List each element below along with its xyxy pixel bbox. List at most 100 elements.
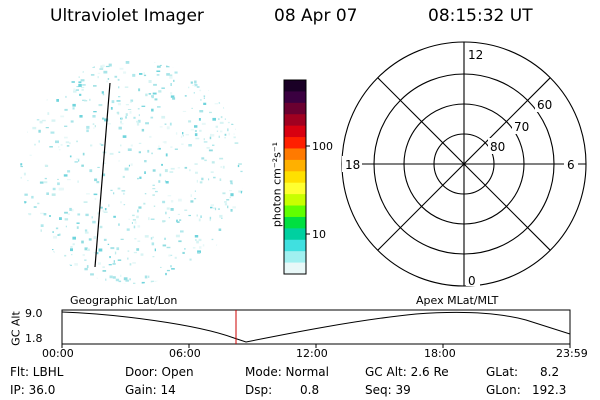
speckle — [143, 72, 145, 75]
speckle — [161, 115, 166, 119]
speckle — [52, 249, 54, 251]
uv-image-panel[interactable] — [20, 55, 250, 295]
speckle — [122, 283, 126, 284]
speckle — [36, 81, 39, 84]
mlt-label-0: 0 — [468, 274, 476, 288]
speckle — [164, 180, 166, 183]
speckle — [43, 181, 48, 184]
speckle — [153, 205, 156, 207]
speckle — [133, 251, 137, 254]
speckle — [35, 243, 40, 246]
speckle — [243, 98, 244, 101]
speckle — [137, 108, 140, 110]
speckle — [229, 196, 231, 199]
speckle — [211, 161, 215, 164]
speckle — [206, 72, 209, 75]
speckle — [141, 105, 146, 107]
speckle — [170, 92, 173, 95]
speckle — [59, 217, 62, 220]
speckle — [89, 284, 93, 286]
speckle — [180, 135, 183, 138]
speckle — [134, 221, 137, 224]
speckle — [33, 256, 35, 258]
speckle — [217, 208, 220, 210]
speckle — [224, 136, 226, 139]
speckle — [91, 216, 93, 219]
speckle — [195, 171, 198, 174]
speckle — [99, 68, 104, 70]
speckle — [74, 161, 78, 163]
speckle — [68, 264, 72, 266]
speckle — [198, 118, 201, 121]
speckle — [123, 71, 127, 74]
speckle — [222, 165, 225, 169]
speckle — [99, 143, 102, 145]
speckle — [66, 145, 70, 147]
speckle — [208, 73, 211, 76]
speckle — [100, 206, 103, 209]
speckle — [233, 136, 236, 139]
speckle — [210, 204, 214, 207]
orbit-track-line — [94, 82, 111, 268]
lat-label-70: 70 — [514, 120, 529, 134]
speckle — [222, 192, 226, 195]
speckle — [52, 187, 56, 191]
speckle — [139, 58, 140, 60]
speckle — [169, 76, 173, 79]
speckle — [124, 86, 129, 88]
speckle — [30, 237, 32, 240]
speckle — [203, 138, 205, 141]
speckle — [41, 278, 46, 282]
speckle — [194, 235, 199, 238]
speckle — [198, 238, 202, 242]
speckle — [137, 119, 141, 123]
speckle — [136, 248, 140, 251]
speckle — [221, 241, 225, 244]
speckle — [164, 141, 167, 144]
speckle — [36, 256, 40, 260]
speckle — [58, 60, 60, 63]
speckle — [36, 119, 40, 121]
speckle — [105, 278, 107, 281]
speckle — [165, 211, 167, 215]
speckle — [234, 142, 239, 144]
speckle — [22, 279, 25, 282]
colorbar-tick-10: 10 — [312, 228, 326, 241]
speckle — [137, 177, 139, 180]
speckle — [103, 238, 107, 241]
speckle — [21, 60, 23, 61]
speckle — [23, 279, 28, 281]
speckle — [90, 273, 94, 276]
speckle — [228, 73, 233, 76]
speckle — [76, 86, 80, 88]
speckle — [231, 123, 235, 125]
speckle — [108, 264, 112, 266]
speckle — [196, 86, 200, 88]
speckle — [82, 152, 85, 156]
info-gain: Gain: 14 — [125, 383, 176, 397]
speckle — [77, 281, 81, 284]
speckle — [137, 240, 141, 242]
speckle — [64, 108, 68, 111]
speckle — [223, 106, 227, 109]
speckle — [65, 287, 69, 290]
speckle — [84, 229, 88, 232]
speckle — [31, 195, 34, 199]
speckle — [67, 170, 71, 173]
speckle — [120, 274, 122, 277]
speckle — [170, 95, 175, 98]
speckle — [85, 213, 89, 217]
speckle — [170, 265, 172, 268]
speckle — [49, 146, 53, 148]
speckle — [164, 123, 167, 125]
speckle — [220, 250, 224, 252]
speckle — [59, 82, 63, 85]
timeline-plot[interactable] — [56, 306, 576, 348]
speckle — [232, 82, 235, 85]
speckle — [240, 170, 243, 173]
speckle — [98, 248, 103, 252]
speckle — [152, 184, 155, 186]
speckle — [129, 263, 132, 266]
speckle — [114, 251, 117, 255]
speckle — [74, 263, 78, 266]
